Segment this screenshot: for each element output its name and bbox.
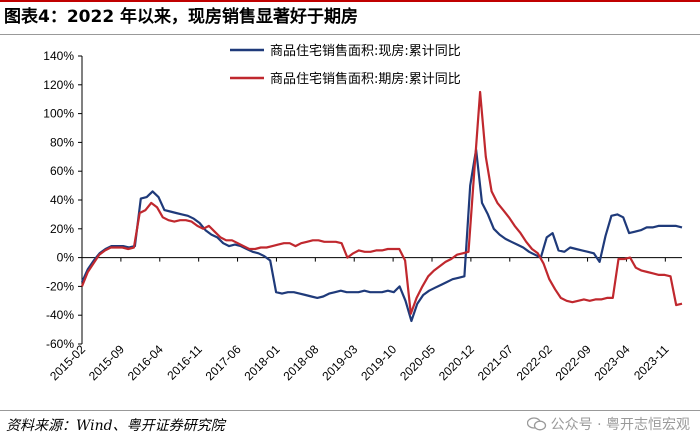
footer-rule xyxy=(0,410,700,411)
line-chart: -60% -40% -20% 0% 20% 40% 60% 80% 100% 120% 140% 2… xyxy=(43,43,683,383)
x-tick-label: 2015-09 xyxy=(86,342,127,383)
y-tick-label: 60% xyxy=(50,164,74,178)
y-tick-label: 80% xyxy=(50,135,74,149)
x-tick-label: 2023-04 xyxy=(592,342,633,383)
series-line-presale-homes xyxy=(80,90,683,315)
y-tick-label: 100% xyxy=(43,107,74,121)
title-top-rule xyxy=(0,0,700,2)
x-tick-label: 2021-07 xyxy=(475,342,516,383)
y-tick-label: -60% xyxy=(46,337,74,351)
legend-label-existing: 商品住宅销售面积:现房:累计同比 xyxy=(270,43,461,59)
y-tick-label: -20% xyxy=(46,279,74,293)
y-tick-label: 140% xyxy=(43,49,74,63)
legend-label-presale: 商品住宅销售面积:期房:累计同比 xyxy=(270,71,461,87)
x-tick-label: 2019-10 xyxy=(358,342,399,383)
title-rule xyxy=(0,34,700,35)
x-tick-label: 2018-01 xyxy=(242,342,283,383)
x-tick-label: 2022-09 xyxy=(553,342,594,383)
x-tick-label: 2022-02 xyxy=(514,342,555,383)
chart-legend: 商品住宅销售面积:现房:累计同比 商品住宅销售面积:期房:累计同比 xyxy=(230,43,461,87)
y-tick-label: 40% xyxy=(50,193,74,207)
x-tick-label: 2020-05 xyxy=(397,342,438,383)
y-tick-label: -40% xyxy=(46,308,74,322)
y-axis-ticks: -60% -40% -20% 0% 20% 40% 60% 80% 100% 120% 140% xyxy=(43,49,82,351)
x-axis-ticks: 2015-022015-092016-042016-112017-062018-… xyxy=(47,257,672,383)
x-tick-label: 2017-06 xyxy=(203,342,244,383)
x-tick-label: 2020-12 xyxy=(436,342,477,383)
x-tick-label: 2019-03 xyxy=(319,342,360,383)
y-tick-label: 120% xyxy=(43,78,74,92)
series-line-existing-homes xyxy=(80,148,683,323)
x-tick-label: 2023-11 xyxy=(631,342,672,383)
x-tick-label: 2018-08 xyxy=(280,342,321,383)
y-tick-label: 0% xyxy=(57,251,75,265)
source-note: 资料来源：Wind、粤开证券研究院 xyxy=(6,418,225,434)
y-tick-label: 20% xyxy=(50,222,74,236)
watermark: 公众号 · 粤开志恒宏观 xyxy=(526,410,690,440)
wechat-icon xyxy=(526,417,546,431)
x-tick-label: 2016-11 xyxy=(164,342,205,383)
page-title: 图表4：2022 年以来，现房销售显著好于期房 xyxy=(4,7,359,27)
watermark-text: 公众号 · 粤开志恒宏观 xyxy=(550,417,690,433)
x-tick-label: 2016-04 xyxy=(125,342,166,383)
